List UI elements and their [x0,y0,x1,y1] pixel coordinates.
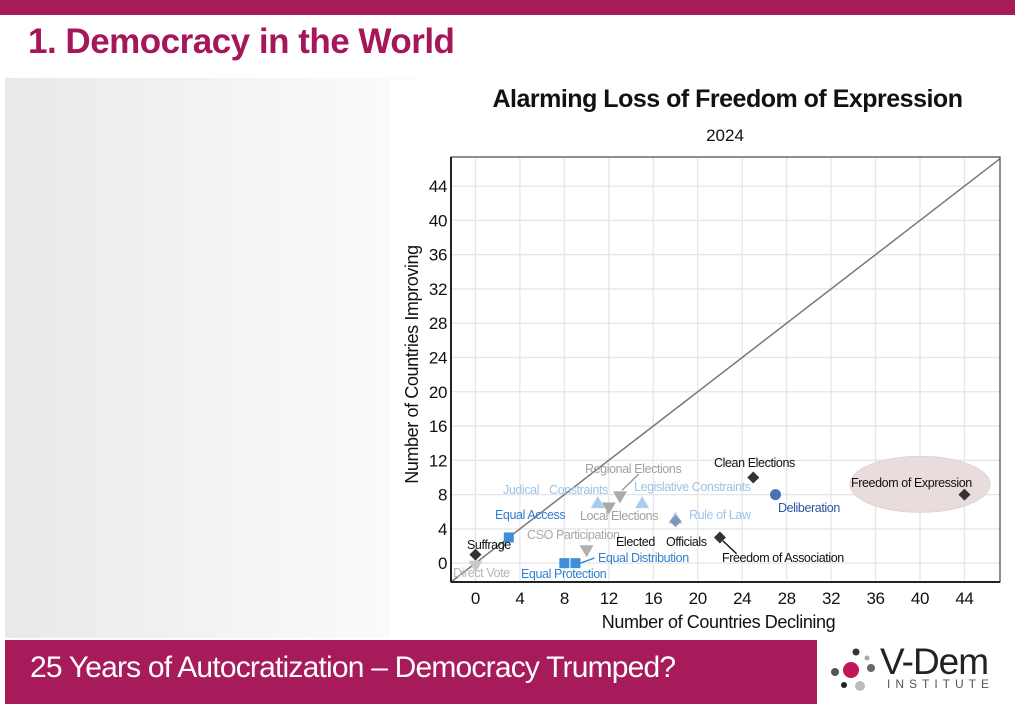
y-tick-label: 44 [429,177,447,196]
x-tick-label: 8 [560,589,569,608]
label-deliberation: Deliberation [778,501,840,515]
marker-regional-elections [612,491,627,504]
x-tick-label: 28 [778,589,796,608]
y-tick-label: 24 [429,349,447,368]
marker-deliberation [770,489,782,501]
chart-subtitle: 2024 [706,126,744,145]
x-tick-label: 24 [733,589,751,608]
x-tick-label: 32 [822,589,840,608]
marker-equal-protection [559,558,570,569]
y-tick-label: 28 [429,314,447,333]
footer-text: 25 Years of Autocratization – Democracy … [30,651,676,684]
logo-wordmark: V-Dem [880,641,989,682]
marker-elected-officials [669,515,682,528]
x-axis-label: Number of Countries Declining [602,612,836,632]
y-tick-label: 40 [429,211,447,230]
label-cso-participation: CSO Participation [527,528,620,542]
marker-legislative-constraints [635,496,650,509]
y-axis-label: Number of Countries Improving [402,245,422,484]
x-tick-label: 4 [515,589,524,608]
x-tick-label: 0 [471,589,480,608]
marker-direct-vote [468,560,483,573]
label-equal-distribution: Equal Distribution [598,551,689,565]
marker-freedom-of-expression [958,488,971,501]
y-tick-label: 32 [429,280,447,299]
x-tick-label: 40 [911,589,929,608]
label-equal-access: Equal Access [495,508,565,522]
leader-freedom-of-association [722,540,738,555]
marker-equal-distribution [570,558,581,569]
label-freedom-of-expression: Freedom of Expression [851,476,972,490]
marker-freedom-of-association [713,531,726,544]
top-banner [0,0,1015,15]
marker-cso-participation [579,545,594,558]
logo-dots-icon [831,648,875,691]
x-tick-label: 12 [600,589,618,608]
label-officials: Officials [666,535,707,549]
logo-subtitle: INSTITUTE [887,677,994,691]
label-suffrage: Suffrage [467,538,511,552]
x-tick-label: 44 [955,589,973,608]
label-clean-elections: Clean Elections [714,456,795,470]
leader-regional-elections [621,473,640,491]
label-equal-protection: Equal Protection [521,567,607,581]
label-freedom-of-association: Freedom of Association [722,551,844,565]
marker-suffrage [469,548,482,561]
chart-title: Alarming Loss of Freedom of Expression [492,85,963,113]
label-judical: Judical [503,483,539,497]
highlight-ellipse [849,455,991,513]
y-tick-label: 4 [438,520,447,539]
y-tick-label: 0 [438,554,447,573]
marker-local-elections [601,502,616,515]
y-tick-label: 20 [429,383,447,402]
label-regional-elections: Regional Elections [585,462,681,476]
x-tick-label: 36 [866,589,884,608]
slide-title: 1. Democracy in the World [28,22,455,61]
marker-clean-elections [747,471,760,484]
marker-judical-constraints [590,496,605,509]
label-legislative-constraints: Legislative Constraints [634,480,751,494]
marker-equal-access [503,532,514,543]
leader-equal-access [501,540,508,550]
y-tick-label: 12 [429,451,447,470]
footer-banner [5,640,817,704]
y-tick-label: 16 [429,417,447,436]
label-elected: Elected [616,535,655,549]
title-bar [5,15,1015,78]
label-constraints: Constraints [549,483,608,497]
label-rule-of-law: Rule of Law [689,508,752,522]
x-tick-label: 16 [644,589,662,608]
label-local-elections: Local Elections [580,509,658,523]
x-tick-label: 20 [689,589,707,608]
y-tick-label: 8 [438,486,447,505]
logo [818,640,1015,704]
leader-equal-distribution [580,557,595,564]
y-tick-label: 36 [429,246,447,265]
diagonal-line [450,158,1001,583]
scatter-plot: 0 4 8 12 16 20 24 28 32 36 40 44 0 4 8 12 16 20 24 28 32 36 40… [402,156,1001,632]
label-direct-vote: Direct Vote [453,566,510,580]
